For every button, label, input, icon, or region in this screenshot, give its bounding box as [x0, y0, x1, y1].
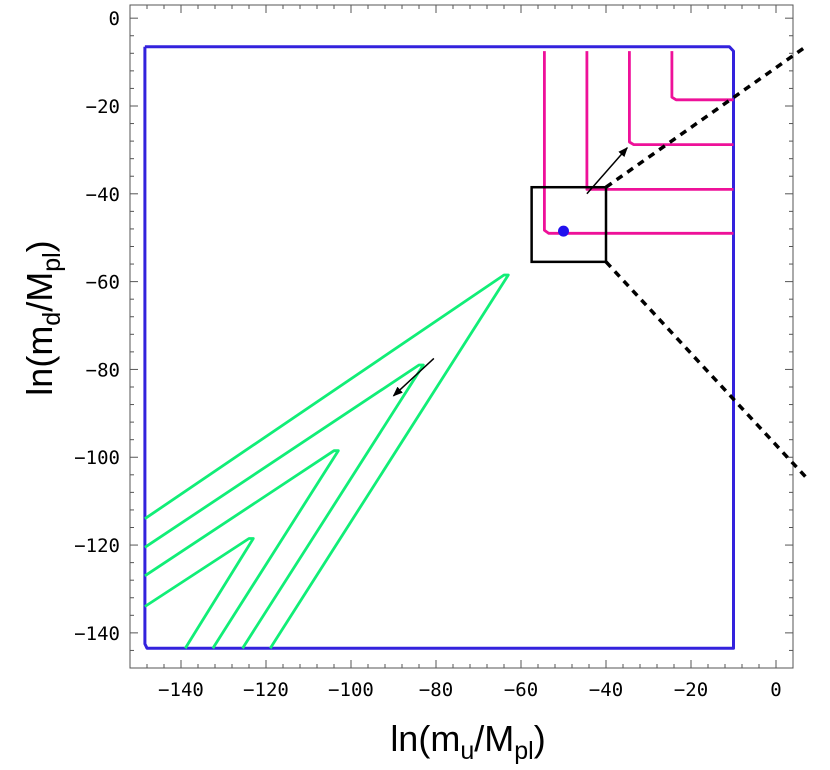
x-tick-label: −80: [419, 679, 453, 701]
y-tick-label: −140: [74, 623, 120, 645]
x-tick-labels: −140 −120 −100 −80 −60 −40 −20 0: [158, 679, 782, 701]
y-tick-labels: 0 −20 −40 −60 −80 −100 −120 −140: [74, 8, 120, 645]
y-tick-label: −80: [86, 359, 120, 381]
y-tick-label: 0: [109, 8, 120, 30]
x-tick-label: −20: [674, 679, 708, 701]
x-tick-label: −120: [243, 679, 289, 701]
x-axis-title: ln(mu/Mpl): [390, 718, 545, 765]
green-contour: [144, 449, 340, 649]
marked-point: [558, 225, 569, 237]
y-tick-label: −40: [86, 184, 120, 206]
magenta-contour: [543, 51, 734, 235]
x-tick-label: −100: [328, 679, 374, 701]
x-tick-label: −60: [504, 679, 538, 701]
dashed-zoom-line: [604, 260, 808, 479]
y-tick-label: −20: [86, 96, 120, 118]
x-tick-label: 0: [770, 679, 781, 701]
direction-arrow: [392, 357, 435, 397]
zoom-box: [530, 185, 608, 264]
magenta-contour: [628, 51, 734, 147]
tick-marks: [129, 5, 794, 669]
y-tick-label: −120: [74, 535, 120, 557]
dashed-zoom-line: [604, 45, 807, 189]
x-tick-label: −40: [589, 679, 623, 701]
green-contour: [144, 273, 510, 649]
y-tick-label: −100: [74, 447, 120, 469]
boundary-contour: [143, 45, 735, 650]
y-tick-label: −60: [86, 272, 120, 294]
y-axis-title: ln(md/Mpl): [19, 240, 66, 395]
magenta-contour: [585, 51, 734, 191]
green-contour: [144, 363, 425, 649]
x-tick-label: −140: [158, 679, 204, 701]
series-group: [143, 45, 808, 650]
green-contour: [144, 537, 255, 649]
direction-arrow: [586, 146, 628, 195]
plot-frame: [129, 4, 794, 669]
magenta-contour: [670, 51, 734, 102]
